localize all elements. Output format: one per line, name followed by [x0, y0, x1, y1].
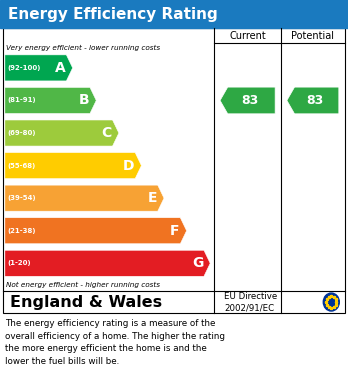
Text: Potential: Potential [291, 30, 334, 41]
Text: Not energy efficient - higher running costs: Not energy efficient - higher running co… [6, 282, 160, 288]
Text: F: F [170, 224, 180, 238]
Text: Very energy efficient - lower running costs: Very energy efficient - lower running co… [6, 45, 160, 51]
Circle shape [323, 293, 339, 311]
Text: England & Wales: England & Wales [10, 294, 162, 310]
Polygon shape [5, 185, 164, 211]
Text: 83: 83 [241, 94, 259, 107]
Text: D: D [123, 159, 135, 172]
Text: EU Directive
2002/91/EC: EU Directive 2002/91/EC [224, 292, 278, 312]
Text: (39-54): (39-54) [7, 195, 36, 201]
Text: Energy Efficiency Rating: Energy Efficiency Rating [8, 7, 218, 22]
Text: (21-38): (21-38) [7, 228, 36, 234]
Text: (92-100): (92-100) [7, 65, 41, 71]
Text: C: C [102, 126, 112, 140]
Text: G: G [192, 256, 203, 270]
Polygon shape [5, 120, 119, 146]
Bar [3, 28, 345, 313]
Polygon shape [5, 88, 96, 113]
Text: B: B [79, 93, 89, 108]
Polygon shape [5, 152, 141, 179]
Polygon shape [287, 87, 339, 114]
Text: 83: 83 [307, 94, 324, 107]
Bar [0, 0, 348, 28]
Polygon shape [5, 55, 73, 81]
Polygon shape [5, 250, 210, 276]
Text: (81-91): (81-91) [7, 97, 36, 104]
Text: (1-20): (1-20) [7, 260, 31, 266]
Text: The energy efficiency rating is a measure of the
overall efficiency of a home. T: The energy efficiency rating is a measur… [5, 319, 225, 366]
Polygon shape [5, 218, 187, 244]
Text: Current: Current [229, 30, 266, 41]
Text: A: A [55, 61, 66, 75]
Text: (69-80): (69-80) [7, 130, 36, 136]
Text: (55-68): (55-68) [7, 163, 35, 169]
Polygon shape [220, 87, 275, 114]
Text: E: E [148, 191, 157, 205]
